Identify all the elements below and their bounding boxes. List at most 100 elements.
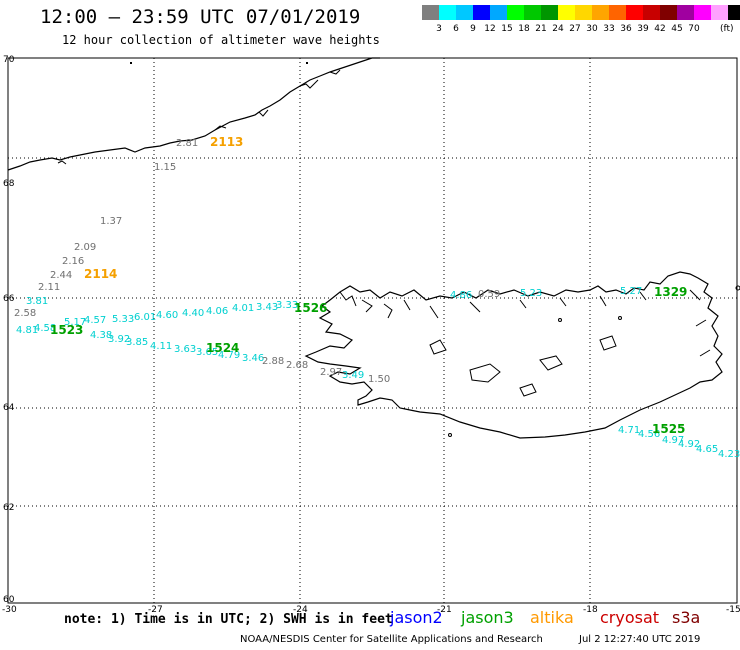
colorbar-label: 21 xyxy=(535,24,547,34)
colorbar-label: 42 xyxy=(654,24,666,34)
colorbar-swatch xyxy=(575,5,592,20)
lon-tick-label: -21 xyxy=(437,605,452,615)
colorbar-label: 18 xyxy=(518,24,530,34)
wave-height-label: 2.58 xyxy=(14,308,36,319)
wave-height-label: 2.81 xyxy=(176,138,198,149)
colorbar-swatch xyxy=(439,5,456,20)
iceland-interior-lakes xyxy=(429,335,617,397)
wave-height-label: 1.37 xyxy=(100,216,122,227)
wave-height-label: 1.15 xyxy=(154,162,176,173)
mission-s3a: s3a xyxy=(672,608,701,627)
colorbar-swatch xyxy=(541,5,558,20)
colorbar-swatch xyxy=(694,5,711,20)
wave-height-label: 1.50 xyxy=(368,374,390,385)
wave-height-observations: 2.81 1.15 1.37 2.09 2.16 2.442.11 3.812.58 4.81… xyxy=(14,138,740,460)
credit-line: NOAA/NESDIS Center for Satellite Applica… xyxy=(240,634,543,645)
generation-timestamp: Jul 2 12:27:40 UTC 2019 xyxy=(579,634,701,645)
map-title: 12:00 – 23:59 UTC 07/01/2019 xyxy=(40,6,361,28)
lon-tick-label: -15 xyxy=(726,605,740,615)
wave-height-label: 4.79 xyxy=(218,350,240,361)
wave-height-label: 4.97 xyxy=(662,435,684,446)
wave-height-label: 4.57 xyxy=(84,315,106,326)
colorbar-swatch xyxy=(422,5,439,20)
lon-tick-label: -27 xyxy=(148,605,163,615)
wave-height-label: 2.44 xyxy=(50,270,72,281)
colorbar-swatch xyxy=(677,5,694,20)
wave-height-label: 4.38 xyxy=(90,330,112,341)
wave-height-label: 5.23 xyxy=(520,288,542,299)
mission-jason2: jason2 xyxy=(390,608,443,627)
mission-cryosat: cryosat xyxy=(600,608,660,627)
lat-tick-label: 62 xyxy=(3,503,14,513)
greenland-coastline-detail xyxy=(57,69,341,165)
pass-id-label: 1524 xyxy=(206,341,239,355)
colorbar-swatch xyxy=(456,5,473,20)
wave-height-label: 4.60 xyxy=(156,310,178,321)
wave-height-label: 4.86 xyxy=(450,290,472,301)
wave-height-label: 4.58 xyxy=(34,323,56,334)
lon-tick-label: -18 xyxy=(583,605,598,615)
wave-height-label: 4.06 xyxy=(206,306,228,317)
iceland-fjords xyxy=(339,289,711,357)
colorbar-swatch xyxy=(626,5,643,20)
colorbar-swatch xyxy=(728,5,740,20)
wave-height-label: 3.33 xyxy=(276,300,298,311)
colorbar-label: 6 xyxy=(453,24,459,34)
wave-height-label: 4.01 xyxy=(232,303,254,314)
wave-height-label: 2.97 xyxy=(320,367,342,378)
wave-height-label: 3.49 xyxy=(342,370,364,381)
lat-tick-label: 66 xyxy=(3,294,15,304)
colorbar-label: 39 xyxy=(637,24,649,34)
wave-height-label: 5.27 xyxy=(620,286,642,297)
colorbar-swatch xyxy=(473,5,490,20)
colorbar-label: 15 xyxy=(501,24,513,34)
pass-id-label: 2114 xyxy=(84,267,117,281)
lat-tick-label: 64 xyxy=(3,403,15,413)
lat-tick-label: 70 xyxy=(3,55,15,65)
colorbar-label: 3 xyxy=(436,24,442,34)
greenland-islands xyxy=(130,62,308,64)
wave-height-label: 3.63 xyxy=(174,344,196,355)
colorbar-swatch xyxy=(507,5,524,20)
wave-height-label: 4.65 xyxy=(696,444,718,455)
wave-height-label: 4.92 xyxy=(678,439,700,450)
wave-height-label: 4.11 xyxy=(150,341,172,352)
colorbar-swatch xyxy=(592,5,609,20)
iceland-coastline xyxy=(304,271,723,439)
lon-tick-label: -24 xyxy=(293,605,308,615)
colorbar-swatch xyxy=(711,5,728,20)
colorbar-label: 33 xyxy=(603,24,615,34)
wave-height-label: 6.01 xyxy=(134,312,156,323)
wave-height-label: 3.85 xyxy=(126,337,148,348)
wave-height-label: 2.09 xyxy=(74,242,96,253)
graticule xyxy=(8,58,737,603)
wave-height-label: 3.46 xyxy=(242,353,264,364)
colorbar-unit: (ft) xyxy=(720,24,734,34)
pass-id-label: 1523 xyxy=(50,323,83,337)
wave-height-label: 5.33 xyxy=(112,314,134,325)
pass-id-label: 1526 xyxy=(294,301,327,315)
colorbar-label: 36 xyxy=(620,24,632,34)
color-legend: 3 6 9 12 15 18 21 24 27 30 33 36 39 42 45 70 (ft) xyxy=(422,5,740,37)
mission-jason3: jason3 xyxy=(461,608,514,627)
colorbar-swatch xyxy=(643,5,660,20)
colorbar-label: 27 xyxy=(569,24,581,34)
colorbar-swatch xyxy=(660,5,677,20)
wave-height-label: 3.43 xyxy=(256,302,278,313)
colorbar-label: 12 xyxy=(484,24,496,34)
colorbar-swatch xyxy=(558,5,575,20)
wave-height-label: 2.88 xyxy=(262,356,284,367)
lon-tick-label: -30 xyxy=(2,605,17,615)
mission-altika: altika xyxy=(530,608,574,627)
pass-id-label: 1329 xyxy=(654,285,687,299)
wave-height-label: 2.11 xyxy=(38,282,60,293)
colorbar-label: 9 xyxy=(470,24,476,34)
pass-id-label: 2113 xyxy=(210,135,243,149)
colorbar-label: 70 xyxy=(688,24,700,34)
greenland-coastline xyxy=(7,57,380,171)
pass-id-label: 1525 xyxy=(652,422,685,436)
wave-height-label: 4.23 xyxy=(718,449,740,460)
wave-height-label: 4.56 xyxy=(638,429,660,440)
map-frame xyxy=(7,57,738,604)
